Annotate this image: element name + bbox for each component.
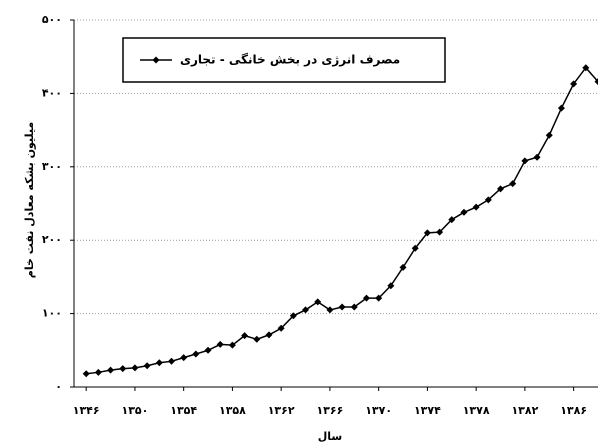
y-axis-title: میلیون بشکه معادل نفت خام [23, 122, 36, 278]
y-tick-label: ۳۰۰ [42, 160, 62, 173]
x-tick-label: ۱۳۴۶ [73, 404, 100, 417]
x-tick-label: ۱۳۸۶ [560, 404, 587, 417]
data-point [509, 180, 516, 187]
data-point [205, 347, 212, 354]
data-point [144, 362, 151, 369]
data-point [265, 331, 272, 338]
data-point [558, 105, 565, 112]
x-tick-label: ۱۳۶۶ [316, 404, 343, 417]
data-point [95, 369, 102, 376]
data-point [168, 358, 175, 365]
x-tick-label: ۱۳۸۲ [511, 404, 538, 417]
x-tick-label: ۱۳۷۰ [365, 404, 392, 417]
data-line [86, 68, 598, 374]
data-point [521, 157, 528, 164]
data-point [192, 350, 199, 357]
data-point [534, 154, 541, 161]
data-point [217, 341, 224, 348]
data-point [83, 370, 90, 377]
x-tick-label: ۱۳۵۰ [122, 404, 149, 417]
x-tick-label: ۱۳۵۸ [219, 404, 246, 417]
data-point [119, 365, 126, 372]
x-tick-label: ۱۳۷۸ [463, 404, 490, 417]
data-point [460, 209, 467, 216]
x-axis-title: سال [318, 430, 343, 443]
data-point [473, 204, 480, 211]
x-tick-label: ۱۳۷۴ [414, 404, 441, 417]
data-point [253, 336, 260, 343]
y-tick-label: ۰ [55, 380, 62, 393]
y-tick-label: ۱۰۰ [42, 307, 62, 320]
y-tick-label: ۲۰۰ [42, 233, 62, 246]
y-tick-label: ۵۰۰ [42, 13, 62, 26]
data-point [546, 132, 553, 139]
x-tick-label: ۱۳۶۲ [268, 404, 295, 417]
legend-label: مصرف انرژی در بخش خانگی - تجاری [180, 53, 400, 67]
data-point [107, 367, 114, 374]
data-point [339, 303, 346, 310]
data-point [131, 364, 138, 371]
x-tick-label: ۱۳۵۴ [170, 404, 197, 417]
y-tick-label: ۴۰۰ [42, 86, 62, 99]
data-point [156, 359, 163, 366]
chart: میلیون بشکه معادل نفت خام سال ۰ ۱۰۰ ۲۰۰ ۳۰۰… [0, 0, 598, 447]
data-point [180, 354, 187, 361]
